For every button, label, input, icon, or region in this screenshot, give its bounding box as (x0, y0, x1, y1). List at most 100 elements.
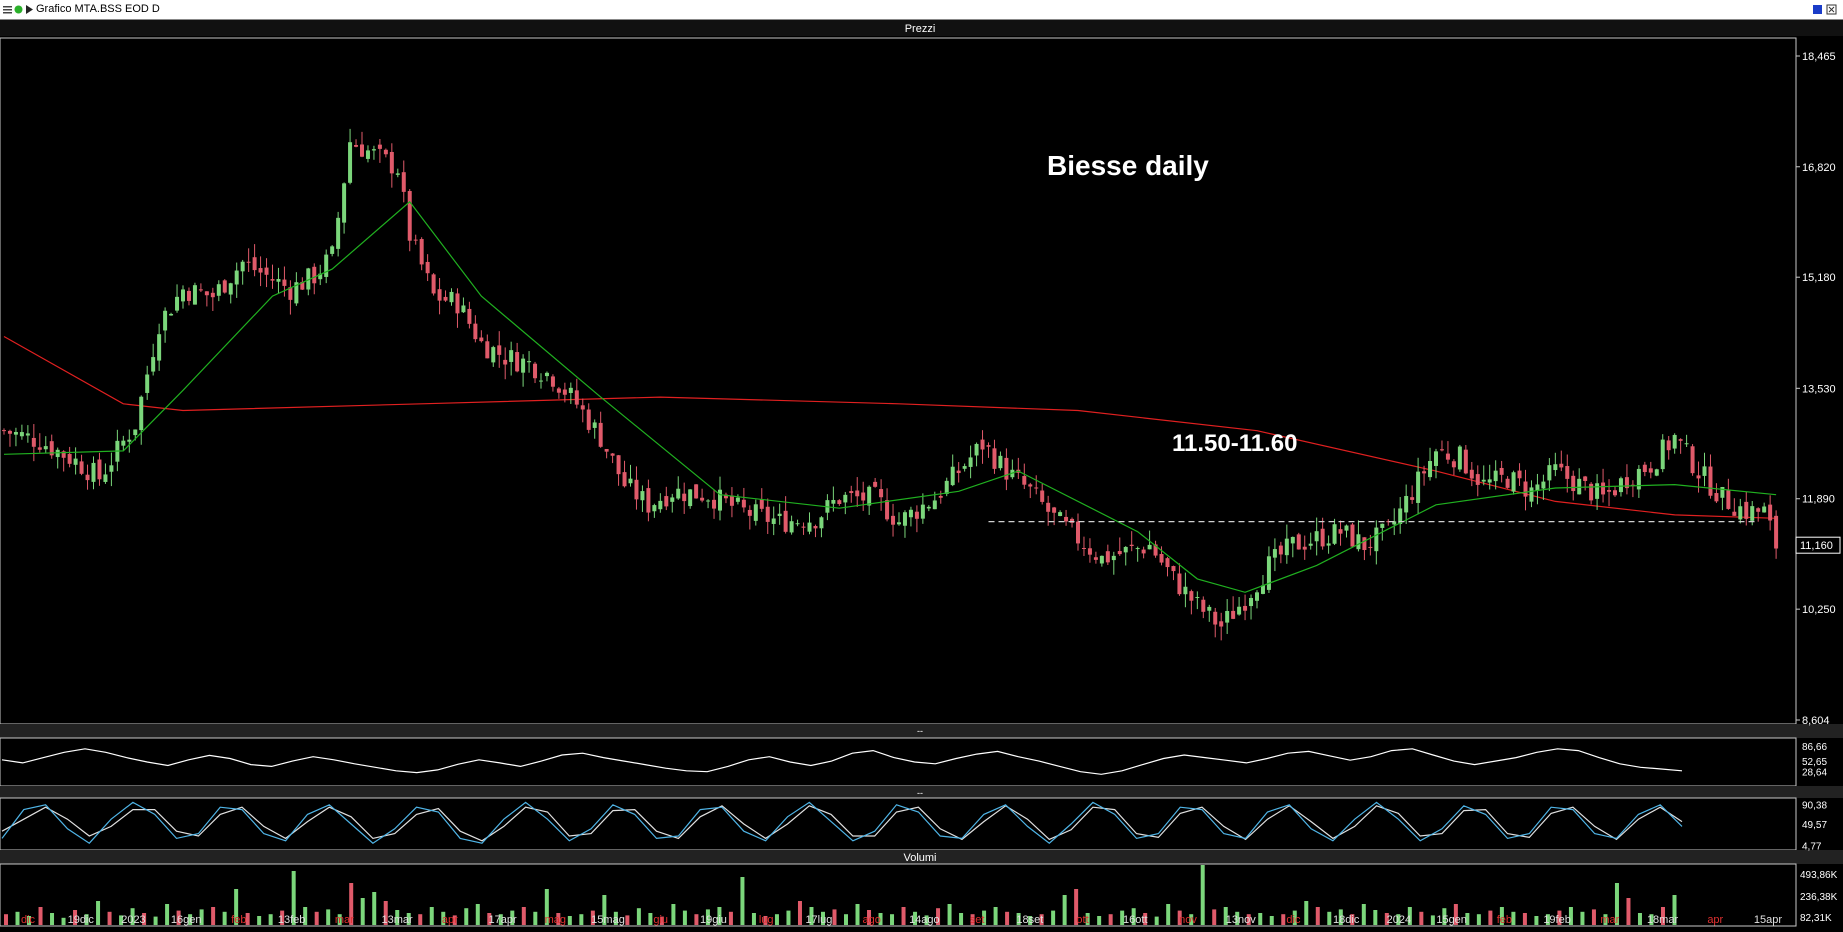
candle-body (13, 431, 18, 435)
candle-body (831, 499, 836, 504)
candle-body (634, 479, 639, 500)
volume-bars: 493,86K 236,38K 82,31K (4, 865, 1838, 925)
candle-body (1129, 544, 1134, 547)
volume-bar (1430, 915, 1435, 925)
candle-body (1642, 464, 1647, 473)
play-icon[interactable] (24, 4, 35, 15)
candle-body (186, 290, 191, 301)
candle-body (216, 284, 221, 296)
candle-body (288, 287, 293, 300)
volume-bar (763, 916, 768, 925)
candle-body (843, 494, 848, 503)
candle-body (371, 149, 376, 151)
candle-body (252, 257, 257, 271)
ma-short-line (3, 200, 1777, 593)
volume-bar (38, 907, 43, 925)
candle-body (503, 359, 508, 365)
candle-body (1750, 506, 1755, 521)
date-axis-label: feb (1497, 914, 1512, 926)
volume-bar (982, 910, 987, 925)
date-axis-label: apr (1707, 914, 1723, 926)
price-tick-label: 15,180 (1802, 272, 1836, 284)
indicator1-tick-label: 86,66 (1802, 742, 1827, 753)
volume-bar (544, 889, 549, 925)
candle-body (437, 289, 442, 301)
candle-body (455, 293, 460, 314)
volume-bar (429, 907, 434, 925)
candle-body (1654, 469, 1659, 476)
candle-body (1278, 545, 1283, 555)
candle-body (1475, 474, 1480, 485)
candle-body (1046, 502, 1051, 512)
candle-body (885, 500, 890, 520)
candle-body (1714, 493, 1719, 502)
volume-bar (1212, 909, 1217, 925)
candle-body (550, 376, 555, 387)
volume-bar (1292, 910, 1297, 925)
candle-body (318, 273, 323, 280)
candle-body (1422, 471, 1427, 474)
date-axis-label: 18dic (1333, 914, 1360, 926)
candle-body (282, 279, 287, 286)
close-icon[interactable] (1826, 4, 1837, 15)
date-axis-label: ago (862, 914, 880, 926)
candle-body (157, 334, 162, 361)
candle-body (1744, 501, 1749, 519)
candle-body (1356, 534, 1361, 550)
candle-body (1326, 543, 1331, 546)
candle-body (1511, 472, 1516, 492)
date-axis-label: nov (1179, 914, 1197, 926)
date-axis-label: 14ago (909, 914, 940, 926)
volume-bar (1097, 916, 1102, 925)
volume-bar (993, 907, 998, 925)
candle-body (610, 453, 615, 456)
candle-body (270, 279, 275, 281)
date-axis-label: 19dic (68, 914, 95, 926)
price-tick-label: 10,250 (1802, 604, 1836, 616)
candle-body (1499, 467, 1504, 475)
candle-body (246, 261, 251, 263)
candle-body (914, 511, 919, 519)
menu-icon[interactable] (2, 4, 13, 15)
candle-body (539, 380, 543, 382)
candle-body (7, 430, 12, 434)
candle-body (741, 499, 746, 508)
candle-body (992, 448, 997, 469)
volume-bar (188, 914, 193, 925)
volume-bar (291, 871, 296, 925)
volume-bar (659, 916, 664, 925)
candle-body (461, 305, 466, 313)
candle-body (1022, 476, 1027, 485)
candle-body (419, 239, 424, 265)
volume-bar (1051, 910, 1056, 925)
candle-body (1147, 544, 1152, 550)
candle-body (1028, 484, 1033, 487)
candle-body (747, 509, 752, 516)
volume-bar (1143, 913, 1148, 925)
candle-body (1636, 468, 1641, 490)
candle-body (753, 504, 758, 521)
restore-icon[interactable] (1812, 4, 1823, 15)
candle-body (1093, 557, 1098, 560)
candle-body (604, 448, 609, 452)
candle-body (1398, 508, 1403, 524)
candle-body (1583, 476, 1588, 481)
candle-body (1428, 461, 1433, 478)
volume-bar (1166, 904, 1171, 925)
candle-body (849, 491, 854, 494)
volume-bar (625, 915, 630, 925)
date-axis-label: lug (759, 914, 774, 926)
candle-body (413, 239, 418, 241)
volume-bar (1407, 907, 1412, 925)
candle-body (1052, 507, 1057, 513)
candle-body (431, 274, 436, 294)
candle-body (616, 455, 621, 475)
candle-body (1493, 470, 1498, 482)
volume-bar (245, 913, 250, 925)
candle-body (31, 437, 36, 447)
candle-body (1553, 464, 1558, 471)
volume-bar (936, 908, 941, 925)
volume-bar (867, 910, 872, 925)
candle-body (1231, 610, 1236, 619)
volume-bar (1269, 916, 1274, 925)
